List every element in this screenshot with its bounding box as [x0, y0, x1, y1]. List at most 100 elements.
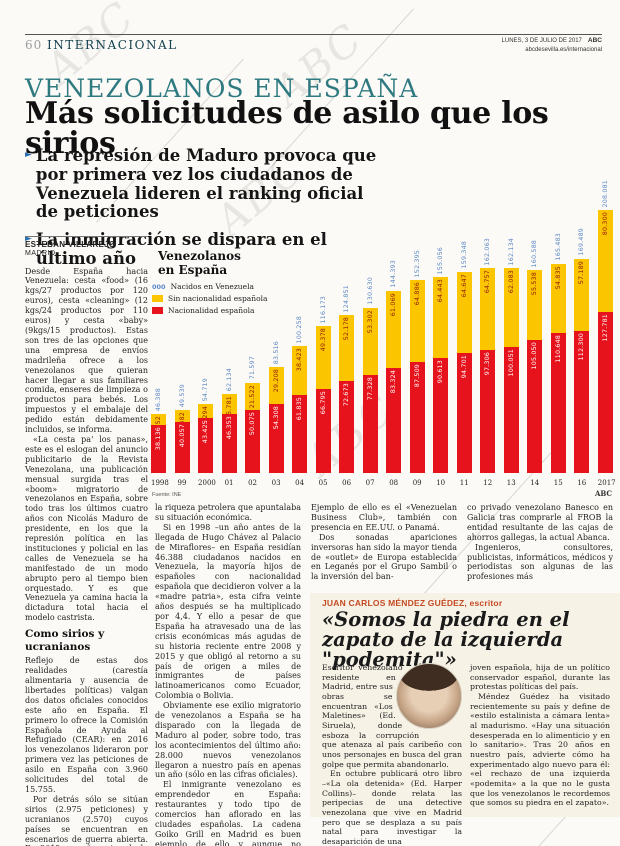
paragraph: Dos sonadas apariciones inversoras han s… — [311, 532, 457, 582]
date-line: LUNES, 3 DE JULIO DE 2017 — [501, 38, 582, 44]
x-axis-label: 03 — [271, 479, 281, 487]
legend-label: Sin nacionalidad española — [168, 294, 268, 303]
bar-group-08: 144.393 61.069 83.324 — [386, 173, 402, 473]
body-column-4: co privado venezolano Banesco en Galicia… — [467, 503, 613, 582]
bar-group-2017: 208.081 80.300 127.781 — [597, 173, 613, 473]
chart-credit: ABC — [594, 489, 612, 498]
bullet-text: La inmigración se dispara en el último a… — [35, 230, 327, 268]
chart-x-axis: 1998 99 2000 01 02 03 04 05 06 07 08 09 10 11 12 13 14 15… — [151, 479, 616, 487]
bar-segment-nacionalidad: 97.306 — [480, 350, 496, 473]
legend-swatch: 000 — [152, 282, 166, 291]
bar-group-2000: 54.719 11.29443.425 — [198, 173, 214, 473]
column-text: Escritor venezolano residente en Madrid,… — [322, 663, 462, 846]
x-axis-label: 99 — [177, 479, 187, 487]
bar-group-15: 165.483 54.835 110.648 — [550, 173, 566, 473]
bar-group-09: 152.395 64.886 87.509 — [409, 173, 425, 473]
bar-segment-nacionalidad: 40.057 — [174, 422, 190, 473]
section-title: INTERNACIONAL — [47, 38, 178, 52]
paragraph: En octubre publicará otro libro –«La ola… — [322, 769, 462, 846]
bar-segment-sin-nacionalidad: 64.757 — [480, 268, 496, 351]
x-axis-label: 09 — [412, 479, 422, 487]
chart-source: Fuente: INE — [152, 492, 182, 498]
bar-total-label: 71.597 — [249, 356, 257, 380]
brand-abc: ABC — [587, 37, 602, 44]
bar-segment-nacionalidad: 87.509 — [409, 362, 425, 473]
bar-total-label: 83.516 — [272, 341, 280, 365]
x-axis-label: 04 — [295, 479, 305, 487]
page-number: 60 — [25, 38, 43, 52]
x-axis-label: 02 — [248, 479, 258, 487]
bar-total-label: 124.851 — [343, 284, 351, 313]
bar-segment-sin-nacionalidad: 21.522 — [245, 382, 261, 410]
bar-segment-sin-nacionalidad: 80.300 — [597, 210, 613, 312]
x-axis-label: 16 — [577, 479, 587, 487]
bar-segment-sin-nacionalidad: 11.294 — [198, 403, 214, 429]
bar-segment-nacionalidad: 90.613 — [433, 358, 449, 473]
legend-item: 000 Nacidos en Venezuela — [152, 282, 268, 291]
legend-label: Nacidos en Venezuela — [170, 282, 254, 291]
bar-total-label: 159.348 — [460, 241, 468, 269]
chart-title: Venezolanos en España — [158, 249, 241, 277]
legend-label: Nacionalidad española — [168, 306, 255, 315]
x-axis-label: 2017 — [597, 479, 616, 487]
bar-group-99: 49.539 9.48240.057 — [174, 173, 190, 473]
quote-headline: «Somos la piedra en el zapato de la izqu… — [322, 608, 570, 672]
legend-swatch — [152, 295, 163, 302]
bar-segment-nacionalidad: 50.075 — [245, 409, 261, 473]
body-column-3: Ejemplo de ello es el «Venezuelan Busine… — [311, 503, 457, 582]
x-axis-label: 2000 — [198, 479, 216, 487]
bar-total-label: 160.588 — [531, 239, 539, 268]
bar-segment-nacionalidad: 112.300 — [574, 331, 590, 473]
bar-segment-nacionalidad: 77.328 — [362, 375, 378, 473]
quote-column-left: Escritor venezolano residente en Madrid,… — [322, 663, 462, 846]
paragraph: Si en 1998 –un año antes de la llegada d… — [155, 522, 301, 701]
bar-total-label: 144.393 — [390, 260, 398, 288]
bullet-item: ► La inmigración se dispara en el último… — [25, 230, 377, 269]
bar-segment-sin-nacionalidad: 49.378 — [315, 326, 331, 389]
paragraph: Reflejo de estas dos realidades (carestí… — [25, 656, 148, 795]
paragraph: Ingenieros, consultores, publicistas, in… — [467, 542, 613, 582]
paragraph: joven española, hija de un político cons… — [470, 663, 610, 692]
bar-segment-sin-nacionalidad: 61.069 — [386, 290, 402, 368]
x-axis-label: 14 — [530, 479, 540, 487]
paragraph: Por detrás sólo se sitúan sirios (2.975 … — [25, 794, 148, 846]
bar-segment-nacionalidad: 83.324 — [386, 367, 402, 473]
bar-total-label: 208.081 — [601, 179, 609, 207]
byline-rule — [25, 236, 148, 237]
bar-segment-nacionalidad: 127.781 — [597, 311, 613, 473]
paragraph: Ejemplo de ello es el «Venezuelan Busine… — [311, 503, 457, 532]
bar-total-label: 46.388 — [155, 388, 162, 412]
bar-segment-nacionalidad: 94.701 — [456, 353, 472, 473]
bar-segment-nacionalidad: 110.648 — [550, 333, 566, 473]
bar-total-label: 155.056 — [437, 246, 445, 275]
bar-segment-nacionalidad: 38.136 — [151, 424, 166, 473]
bar-segment-sin-nacionalidad: 53.302 — [362, 307, 378, 376]
byline-author: ESTEBAN VILLAREJO — [25, 240, 116, 249]
bar-group-1998: 46.388 8.25238.136 — [151, 173, 166, 473]
quote-column-right: joven española, hija de un político cons… — [470, 663, 610, 808]
x-axis-label: 10 — [436, 479, 446, 487]
paragraph: El inmigrante venezolano es emprendedor … — [155, 780, 301, 846]
bar-segment-sin-nacionalidad: 64.443 — [433, 277, 449, 359]
bar-total-label: 62.134 — [225, 368, 233, 392]
bar-segment-sin-nacionalidad: 57.189 — [574, 258, 590, 332]
bar-total-label: 162.134 — [507, 237, 515, 266]
bar-total-label: 116.173 — [319, 295, 327, 324]
venezuelans-in-spain-chart: Venezolanos en España 000 Nacidos en Venez… — [148, 146, 616, 498]
x-axis-label: 06 — [342, 479, 352, 487]
column-text: co privado venezolano Banesco en Galicia… — [467, 503, 613, 582]
bullet-item: ► La represión de Maduro provoca que por… — [25, 146, 377, 222]
x-axis-label: 1998 — [151, 479, 169, 487]
kicker: VENEZOLANOS EN ESPAÑA — [25, 74, 419, 103]
x-axis-label: 05 — [318, 479, 328, 487]
bar-segment-nacionalidad: 46.353 — [221, 414, 237, 473]
bar-total-label: 169.489 — [578, 228, 586, 256]
bar-total-label: 130.630 — [366, 277, 374, 305]
bar-group-14: 160.588 55.538 105.050 — [527, 173, 543, 473]
byline-location: MADRID — [25, 249, 56, 257]
bar-segment-sin-nacionalidad: 9.482 — [174, 410, 190, 431]
masthead-info: LUNES, 3 DE JULIO DE 2017 ABC abcdesevill… — [502, 37, 602, 54]
bar-group-12: 162.063 64.757 97.306 — [480, 173, 496, 473]
bar-total-label: 49.539 — [178, 384, 186, 408]
edition-url: abcdesevilla.es/internacional — [525, 46, 602, 53]
